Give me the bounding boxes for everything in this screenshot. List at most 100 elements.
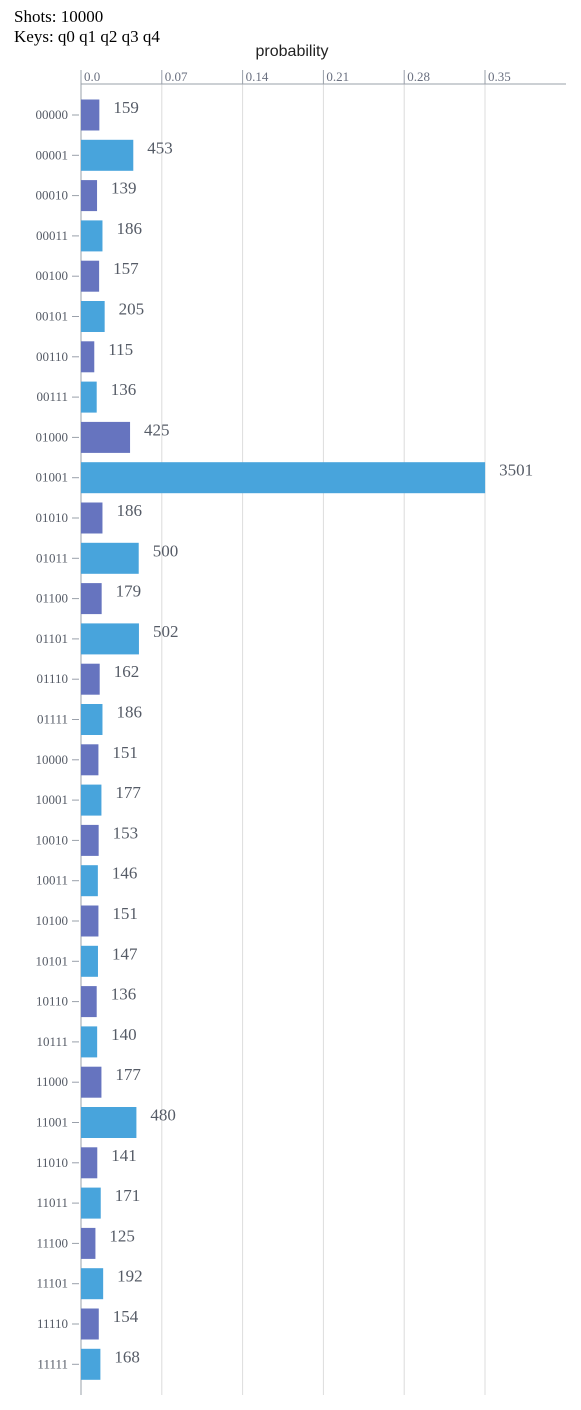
- count-label: 136: [111, 985, 137, 1004]
- category-label: 10001: [36, 792, 69, 807]
- category-label: 11101: [36, 1276, 68, 1291]
- count-label: 480: [150, 1106, 176, 1125]
- count-label: 186: [116, 703, 142, 722]
- count-label: 136: [111, 380, 137, 399]
- x-tick-label: 0.35: [488, 69, 511, 84]
- bar-01110: [81, 663, 100, 695]
- count-label: 151: [112, 743, 138, 762]
- category-label: 01111: [37, 712, 68, 727]
- category-label: 11001: [36, 1115, 68, 1130]
- count-label: 140: [111, 1025, 137, 1044]
- count-label: 192: [117, 1267, 143, 1286]
- count-label: 147: [112, 944, 138, 963]
- category-label: 00010: [36, 188, 69, 203]
- axes: [72, 70, 566, 1395]
- category-label: 01100: [36, 591, 68, 606]
- count-label: 205: [119, 300, 145, 319]
- category-label: 11100: [36, 1235, 68, 1250]
- bar-10001: [81, 784, 102, 816]
- bar-00101: [81, 301, 105, 332]
- count-label: 151: [112, 904, 138, 923]
- count-label: 159: [113, 98, 139, 117]
- count-label: 162: [114, 662, 140, 681]
- bar-11100: [81, 1227, 96, 1259]
- shots-line: Shots: 10000: [14, 7, 103, 27]
- x-tick-label: 0.21: [326, 69, 349, 84]
- bar-00110: [81, 341, 95, 373]
- bar-10101: [81, 945, 98, 977]
- count-label: 146: [112, 864, 138, 883]
- bar-00000: [81, 99, 100, 131]
- category-label: 10000: [36, 752, 69, 767]
- bar-00010: [81, 180, 98, 212]
- count-label: 153: [113, 823, 139, 842]
- category-label: 01101: [36, 631, 68, 646]
- bar-11011: [81, 1187, 101, 1219]
- category-label: 01110: [36, 671, 68, 686]
- keys-line: Keys: q0 q1 q2 q3 q4: [14, 27, 160, 47]
- x-tick-label: 0.07: [165, 69, 188, 84]
- count-label: 3501: [499, 461, 533, 480]
- count-label: 179: [116, 582, 142, 601]
- bar-00111: [81, 381, 97, 413]
- bar-10111: [81, 1026, 98, 1058]
- count-label: 425: [144, 420, 170, 439]
- bar-10000: [81, 744, 99, 776]
- category-label: 11110: [37, 1316, 68, 1331]
- count-label: 115: [108, 340, 133, 359]
- count-label: 157: [113, 259, 139, 278]
- count-label: 186: [116, 501, 142, 520]
- bar-11111: [81, 1348, 101, 1380]
- category-label: 00101: [36, 309, 69, 324]
- category-label: 00011: [36, 228, 68, 243]
- x-tick-label: 0.0: [84, 69, 100, 84]
- category-label: 11011: [36, 1195, 68, 1210]
- category-label: 00100: [36, 268, 69, 283]
- category-label: 10011: [36, 873, 68, 888]
- count-label: 171: [115, 1186, 140, 1205]
- category-label: 10110: [36, 994, 68, 1009]
- count-label: 177: [115, 783, 141, 802]
- count-label: 139: [111, 179, 137, 198]
- count-label: 154: [113, 1307, 139, 1326]
- bar-11010: [81, 1147, 98, 1179]
- category-label: 00111: [36, 389, 68, 404]
- bar-01100: [81, 583, 102, 615]
- count-label: 177: [115, 1065, 141, 1084]
- category-label: 10100: [36, 913, 69, 928]
- x-axis-title: probability: [256, 43, 329, 60]
- bar-01001: [81, 462, 486, 494]
- bar-00100: [81, 260, 100, 292]
- category-label: 01000: [36, 429, 69, 444]
- bar-11001: [81, 1107, 137, 1138]
- count-label: 502: [153, 622, 179, 641]
- labels: 0.0 0.07 0.14 0.21 0.28 0.35 00000 159 00001 453 0…: [36, 69, 534, 1371]
- bar-01010: [81, 502, 103, 534]
- count-label: 141: [111, 1146, 136, 1165]
- bars: [81, 99, 486, 1380]
- bar-11000: [81, 1066, 102, 1098]
- bar-11101: [81, 1268, 104, 1300]
- bar-10100: [81, 905, 99, 937]
- category-label: 11000: [36, 1074, 68, 1089]
- bar-10110: [81, 986, 97, 1018]
- shots-value: 10000: [60, 7, 104, 26]
- category-label: 11010: [36, 1155, 68, 1170]
- category-label: 10101: [36, 953, 69, 968]
- bar-00001: [81, 139, 134, 171]
- category-label: 11111: [37, 1356, 68, 1371]
- category-label: 01011: [36, 550, 68, 565]
- bar-01101: [81, 623, 139, 655]
- bar-01011: [81, 542, 139, 574]
- count-label: 168: [114, 1347, 140, 1366]
- bar-01000: [81, 421, 131, 453]
- x-tick-label: 0.28: [407, 69, 430, 84]
- keys-value: q0 q1 q2 q3 q4: [57, 27, 160, 46]
- bar-01111: [81, 704, 103, 735]
- shots-label: Shots:: [14, 7, 57, 26]
- count-label: 500: [153, 541, 179, 560]
- bar-11110: [81, 1308, 99, 1340]
- count-label: 186: [116, 219, 142, 238]
- category-label: 00001: [36, 147, 69, 162]
